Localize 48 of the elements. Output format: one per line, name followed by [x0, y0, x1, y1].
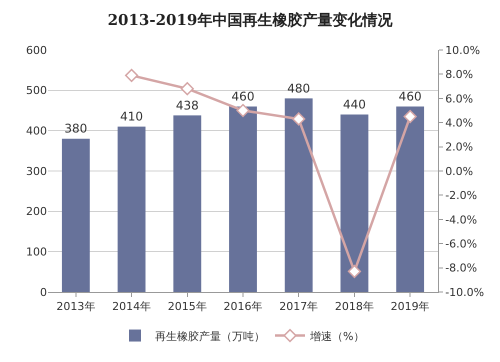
chart-title: 2013-2019年中国再生橡胶产量变化情况 [108, 10, 394, 29]
x-tick-label: 2019年 [390, 300, 430, 314]
y-tick-label: 500 [26, 84, 47, 98]
y-tick-label: 400 [26, 124, 47, 138]
y2-tick-label: 0.0% [445, 164, 474, 178]
y2-tick-label: 6.0% [445, 92, 474, 106]
legend-label: 增速（%） [309, 330, 364, 343]
point [404, 110, 417, 124]
x-tick-label: 2014年 [112, 300, 152, 314]
point [348, 264, 362, 278]
y2-tick-label: 4.0% [445, 116, 474, 130]
x-tick-label: 2013年 [56, 300, 96, 314]
x-tick-label: 2017年 [279, 300, 318, 314]
bar [340, 114, 368, 292]
data-label: 410 [120, 110, 144, 124]
y2-tick-label: 2.0% [445, 140, 474, 154]
data-label: 438 [176, 98, 199, 112]
point [124, 68, 138, 82]
legend-label: 再生橡胶产量（万吨） [155, 330, 265, 343]
bar [284, 98, 313, 292]
bar [118, 126, 146, 292]
y-tick-label: 0 [40, 286, 47, 299]
bar [229, 106, 257, 292]
y2-tick-label: -10.0% [445, 286, 484, 299]
bar [396, 106, 424, 292]
y2-tick-label: -2.0% [445, 189, 478, 202]
y-tick-label: 300 [26, 164, 47, 178]
y-tick-label: 100 [26, 246, 47, 259]
y2-tick-label: -8.0% [445, 262, 478, 275]
data-label: 440 [342, 98, 366, 112]
data-label: 460 [398, 89, 422, 104]
bar [173, 115, 202, 292]
bar [62, 138, 90, 292]
data-label: 380 [64, 122, 88, 136]
y2-tick-label: 8.0% [445, 68, 474, 82]
x-tick-label: 2018年 [334, 300, 374, 314]
y-tick-label: 600 [26, 44, 47, 57]
point [180, 82, 194, 96]
y2-tick-label: 10.0% [445, 44, 480, 57]
x-tick-label: 2015年 [168, 300, 207, 314]
x-tick-label: 2016年 [224, 300, 262, 314]
y2-tick-label: -4.0% [445, 213, 478, 226]
y2-tick-label: -6.0% [445, 237, 478, 250]
point [236, 104, 250, 118]
point [292, 112, 306, 126]
y-tick-label: 200 [26, 205, 47, 218]
data-label: 480 [287, 81, 310, 96]
data-label: 460 [232, 89, 254, 104]
